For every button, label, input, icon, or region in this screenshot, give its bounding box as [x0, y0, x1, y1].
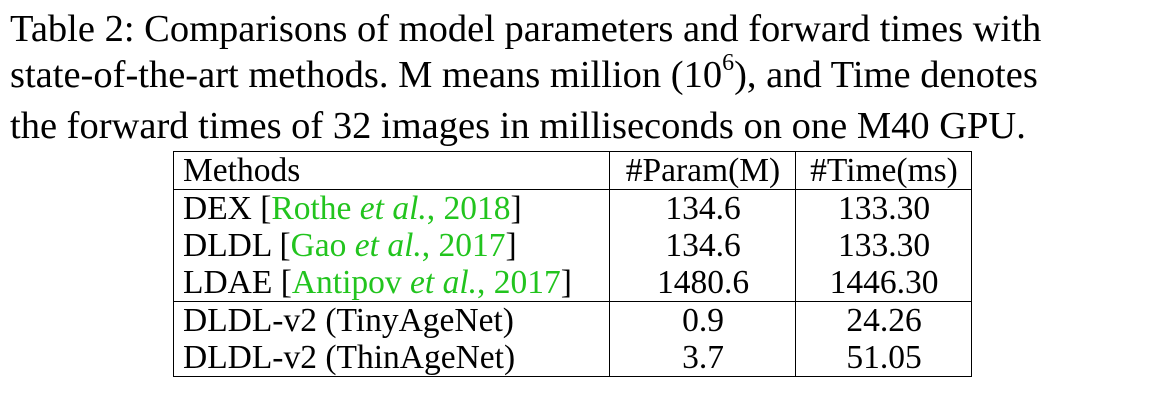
citation-etal: et al.: [410, 264, 478, 301]
comparison-table: Methods #Param(M) #Time(ms) DEX [Rothe e…: [173, 151, 972, 377]
citation-etal: et al.: [354, 227, 422, 264]
method-name: DLDL: [183, 227, 272, 264]
table-header-row: Methods #Param(M) #Time(ms): [173, 151, 972, 190]
time-cell: 24.26: [795, 301, 972, 339]
table-row: DLDL-v2 (ThinAgeNet) 3.7 51.05: [173, 339, 972, 377]
method-name: LDAE: [183, 264, 273, 301]
citation-link[interactable]: Gao et al., 2017: [291, 227, 506, 264]
table-row: DLDL-v2 (TinyAgeNet) 0.9 24.26: [173, 301, 972, 339]
caption-line-2-start: state-of-the-art methods. M means millio…: [10, 54, 723, 96]
citation-link[interactable]: Antipov et al., 2017: [292, 264, 561, 301]
method-cell: LDAE [Antipov et al., 2017]: [173, 264, 610, 302]
param-cell: 3.7: [609, 339, 796, 377]
header-methods: Methods: [173, 151, 610, 190]
citation-year: , 2018: [426, 190, 511, 227]
citation-year: , 2017: [421, 227, 506, 264]
caption-line-3: the forward times of 32 images in millis…: [10, 105, 1026, 147]
param-cell: 134.6: [609, 227, 796, 264]
citation-author: Antipov: [291, 264, 402, 301]
citation-author: Gao: [290, 227, 347, 264]
time-cell: 133.30: [795, 227, 972, 264]
time-cell: 51.05: [795, 339, 972, 377]
table-row: LDAE [Antipov et al., 2017] 1480.6 1446.…: [173, 264, 972, 302]
caption-superscript: 6: [722, 50, 735, 76]
time-cell: 1446.30: [795, 264, 972, 302]
header-param: #Param(M): [609, 151, 796, 190]
header-time: #Time(ms): [795, 151, 972, 190]
param-cell: 0.9: [609, 301, 796, 339]
time-cell: 133.30: [795, 189, 972, 227]
caption-line-2: state-of-the-art methods. M means millio…: [10, 50, 1155, 103]
citation-etal: et al.: [359, 190, 427, 227]
citation-year: , 2017: [477, 264, 561, 301]
caption-line-1: Table 2: Comparisons of model parameters…: [10, 8, 1042, 50]
method-name: DEX: [183, 190, 252, 227]
param-cell: 134.6: [609, 189, 796, 227]
table-row: DLDL [Gao et al., 2017] 134.6 133.30: [173, 227, 972, 264]
citation-author: Rothe: [271, 190, 352, 227]
table-caption: Table 2: Comparisons of model parameters…: [10, 6, 1155, 149]
method-cell: DLDL-v2 (TinyAgeNet): [173, 301, 610, 339]
param-cell: 1480.6: [609, 264, 796, 302]
method-cell: DLDL [Gao et al., 2017]: [173, 227, 610, 264]
citation-link[interactable]: Rothe et al., 2018: [271, 190, 510, 227]
method-cell: DEX [Rothe et al., 2018]: [173, 189, 610, 227]
method-cell: DLDL-v2 (ThinAgeNet): [173, 339, 610, 377]
table-row: DEX [Rothe et al., 2018] 134.6 133.30: [173, 189, 972, 227]
caption-line-2-end: ), and Time denotes: [734, 54, 1038, 96]
